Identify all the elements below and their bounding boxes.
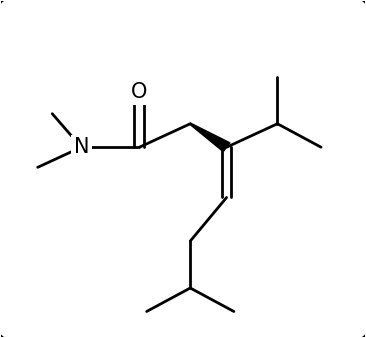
Text: N: N <box>74 137 89 157</box>
Text: O: O <box>131 82 147 102</box>
Polygon shape <box>190 123 230 152</box>
